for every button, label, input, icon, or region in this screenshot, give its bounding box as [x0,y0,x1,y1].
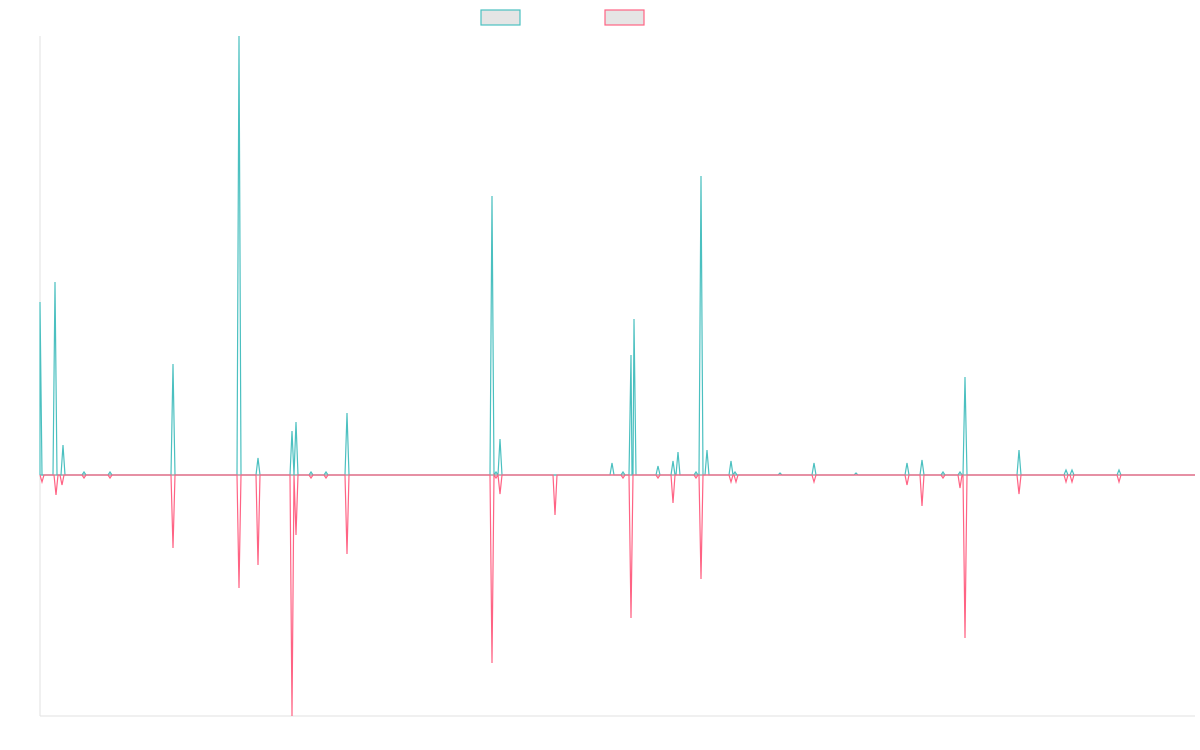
legend-swatch-1[interactable] [480,9,521,26]
legend-swatch-2[interactable] [604,9,645,26]
legend [480,9,645,26]
series-line-1 [39,35,1195,477]
series-line-2 [39,473,1195,717]
